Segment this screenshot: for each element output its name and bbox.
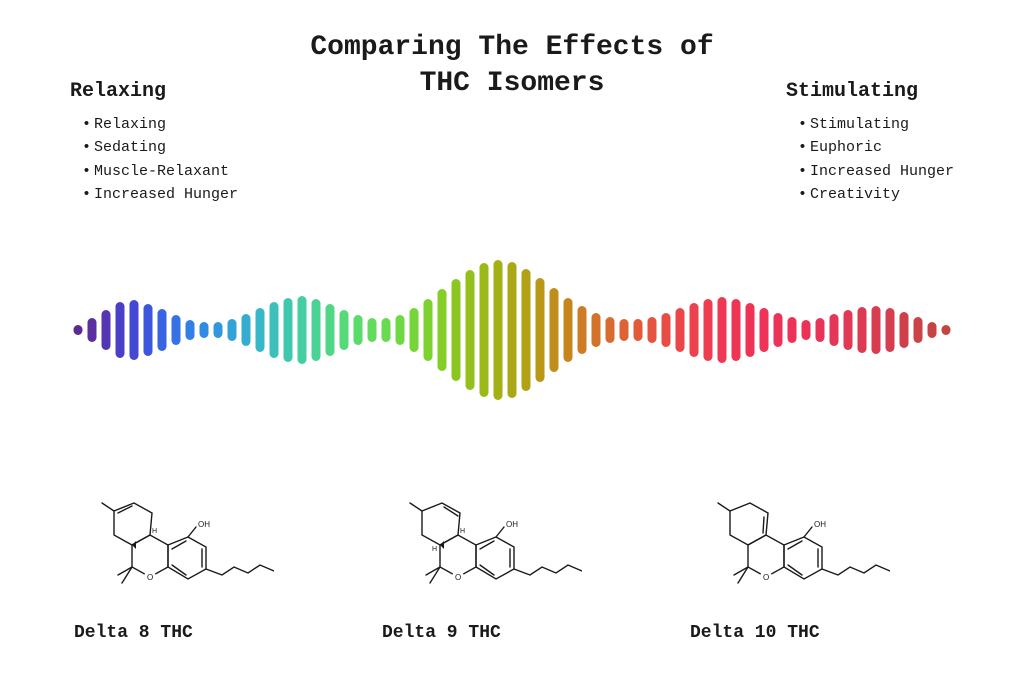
effect-item: Muscle-Relaxant <box>82 160 238 183</box>
svg-text:O: O <box>147 573 153 582</box>
spectrum-bar <box>158 309 167 351</box>
spectrum-bar <box>452 279 461 381</box>
spectrum-bar <box>74 325 83 335</box>
stimulating-list: StimulatingEuphoricIncreased HungerCreat… <box>786 113 954 206</box>
spectrum-bar <box>746 303 755 357</box>
effect-item: Euphoric <box>798 136 954 159</box>
svg-text:H: H <box>432 546 437 553</box>
relaxing-heading: Relaxing <box>70 80 238 103</box>
spectrum-bar <box>732 299 741 361</box>
spectrum-bar <box>116 302 125 358</box>
spectrum-bar <box>466 270 475 390</box>
effect-item: Sedating <box>82 136 238 159</box>
spectrum-bar <box>340 310 349 350</box>
spectrum-bar <box>690 303 699 357</box>
spectrum-bar <box>872 306 881 354</box>
spectrum-bar <box>816 318 825 342</box>
spectrum-bar <box>480 263 489 397</box>
spectrum-bar <box>900 312 909 348</box>
spectrum-bar <box>102 310 111 350</box>
spectrum-bar <box>942 325 951 335</box>
spectrum-bar <box>130 300 139 360</box>
molecule-d9: OHOHHDelta 9 THC <box>382 491 642 643</box>
color-spectrum <box>74 250 951 410</box>
spectrum-bar <box>648 317 657 343</box>
spectrum-bar <box>550 288 559 372</box>
spectrum-bar <box>298 296 307 364</box>
svg-text:OH: OH <box>506 520 518 529</box>
effect-item: Creativity <box>798 183 954 206</box>
spectrum-bar <box>284 298 293 362</box>
relaxing-list: RelaxingSedatingMuscle-RelaxantIncreased… <box>70 113 238 206</box>
spectrum-bar <box>620 319 629 341</box>
spectrum-bar <box>200 322 209 338</box>
relaxing-column: Relaxing RelaxingSedatingMuscle-Relaxant… <box>70 80 238 206</box>
spectrum-bar <box>172 315 181 345</box>
molecule-label: Delta 8 THC <box>74 623 334 643</box>
spectrum-bar <box>886 308 895 352</box>
spectrum-bar <box>788 317 797 343</box>
spectrum-bar <box>438 289 447 371</box>
spectrum-bar <box>312 299 321 361</box>
spectrum-bar <box>662 313 671 347</box>
spectrum-bar <box>396 315 405 345</box>
spectrum-bar <box>214 322 223 338</box>
spectrum-bar <box>256 308 265 352</box>
spectrum-bar <box>774 313 783 347</box>
spectrum-bar <box>410 308 419 352</box>
spectrum-bar <box>382 318 391 342</box>
molecule-label: Delta 9 THC <box>382 623 642 643</box>
svg-text:H: H <box>152 528 157 535</box>
spectrum-bar <box>228 319 237 341</box>
spectrum-bar <box>494 260 503 400</box>
spectrum-bar <box>676 308 685 352</box>
spectrum-bar <box>844 310 853 350</box>
spectrum-bar <box>704 299 713 361</box>
spectrum-bar <box>144 304 153 356</box>
effect-item: Increased Hunger <box>82 183 238 206</box>
svg-text:O: O <box>455 573 461 582</box>
molecule-d10: OH O Delta 10 THC <box>690 491 950 643</box>
spectrum-bar <box>606 317 615 343</box>
spectrum-bar <box>326 304 335 356</box>
spectrum-bar <box>830 314 839 346</box>
spectrum-bar <box>914 317 923 343</box>
svg-text:H: H <box>460 528 465 535</box>
spectrum-bar <box>858 307 867 353</box>
spectrum-bar <box>928 322 937 338</box>
spectrum-bar <box>270 302 279 358</box>
spectrum-bar <box>564 298 573 362</box>
stimulating-column: Stimulating StimulatingEuphoricIncreased… <box>786 80 954 206</box>
spectrum-bar <box>802 320 811 340</box>
svg-text:OH: OH <box>814 520 826 529</box>
spectrum-bar <box>88 318 97 342</box>
spectrum-bar <box>368 318 377 342</box>
effect-item: Stimulating <box>798 113 954 136</box>
molecule-label: Delta 10 THC <box>690 623 950 643</box>
svg-text:OH: OH <box>198 520 210 529</box>
spectrum-bar <box>760 308 769 352</box>
molecules-row: OHOHDelta 8 THCOHOHHDelta 9 THCOHODelta … <box>0 491 1024 643</box>
spectrum-bar <box>592 313 601 347</box>
effect-item: Relaxing <box>82 113 238 136</box>
svg-text:O: O <box>763 573 769 582</box>
spectrum-bar <box>186 320 195 340</box>
spectrum-bar <box>522 269 531 391</box>
effect-item: Increased Hunger <box>798 160 954 183</box>
spectrum-bar <box>424 299 433 361</box>
spectrum-bar <box>536 278 545 382</box>
spectrum-bar <box>718 297 727 363</box>
stimulating-heading: Stimulating <box>786 80 954 103</box>
spectrum-bar <box>634 319 643 341</box>
spectrum-bar <box>242 314 251 346</box>
page-title: Comparing The Effects ofTHC Isomers <box>262 30 762 103</box>
spectrum-bar <box>508 262 517 398</box>
molecule-d8: OHOHDelta 8 THC <box>74 491 334 643</box>
spectrum-bar <box>578 306 587 354</box>
spectrum-bar <box>354 315 363 345</box>
